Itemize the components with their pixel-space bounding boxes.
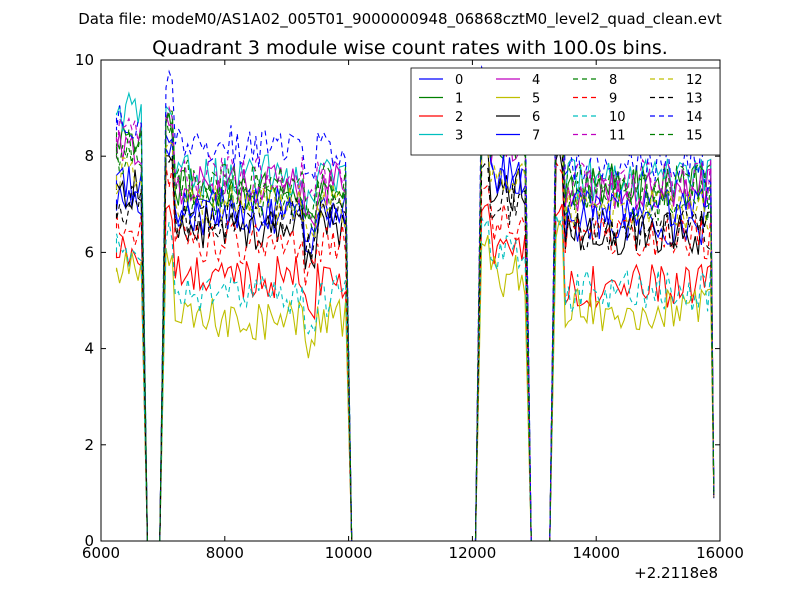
series-line-5 bbox=[115, 219, 715, 541]
legend-label-13: 13 bbox=[686, 92, 703, 107]
legend-label-0: 0 bbox=[455, 73, 463, 88]
legend-label-11: 11 bbox=[609, 129, 626, 144]
x-offset-label: +2.2118e8 bbox=[634, 564, 718, 582]
x-tick-label: 16000 bbox=[696, 544, 744, 562]
series-layer bbox=[115, 65, 715, 541]
y-tick-label: 4 bbox=[84, 340, 94, 358]
legend-label-15: 15 bbox=[686, 129, 703, 144]
series-line-12 bbox=[115, 122, 715, 541]
x-tick-label: 6000 bbox=[82, 544, 120, 562]
series-line-3 bbox=[115, 87, 715, 541]
series-line-10 bbox=[115, 214, 715, 541]
legend-label-5: 5 bbox=[532, 92, 540, 107]
plot-frame bbox=[100, 59, 721, 542]
series-line-13 bbox=[115, 147, 715, 541]
series-line-2 bbox=[115, 203, 715, 541]
x-tick-label: 12000 bbox=[449, 544, 497, 562]
legend-label-9: 9 bbox=[609, 92, 617, 107]
legend-label-6: 6 bbox=[532, 110, 540, 125]
y-tick-label: 2 bbox=[84, 436, 94, 454]
legend-label-8: 8 bbox=[609, 73, 617, 88]
y-tick-label: 0 bbox=[84, 532, 94, 550]
legend-label-4: 4 bbox=[532, 73, 540, 88]
legend-box bbox=[410, 67, 721, 156]
series-line-15 bbox=[115, 95, 715, 541]
legend-label-10: 10 bbox=[609, 110, 626, 125]
legend-label-2: 2 bbox=[455, 110, 463, 125]
y-tick-label: 6 bbox=[84, 243, 94, 261]
x-tick-label: 10000 bbox=[325, 544, 373, 562]
legend-label-14: 14 bbox=[686, 110, 703, 125]
figure-suptitle: Data file: modeM0/AS1A02_005T01_90000009… bbox=[78, 10, 722, 29]
legend-label-1: 1 bbox=[455, 92, 463, 107]
series-line-14 bbox=[115, 65, 715, 541]
y-tick-label: 10 bbox=[75, 51, 94, 69]
legend-label-3: 3 bbox=[455, 129, 463, 144]
x-tick-label: 14000 bbox=[572, 544, 620, 562]
y-tick-label: 8 bbox=[84, 147, 94, 165]
x-tick-label: 8000 bbox=[206, 544, 244, 562]
legend-label-12: 12 bbox=[686, 73, 703, 88]
chart-title: Quadrant 3 module wise count rates with … bbox=[152, 37, 668, 59]
legend-label-7: 7 bbox=[532, 129, 540, 144]
